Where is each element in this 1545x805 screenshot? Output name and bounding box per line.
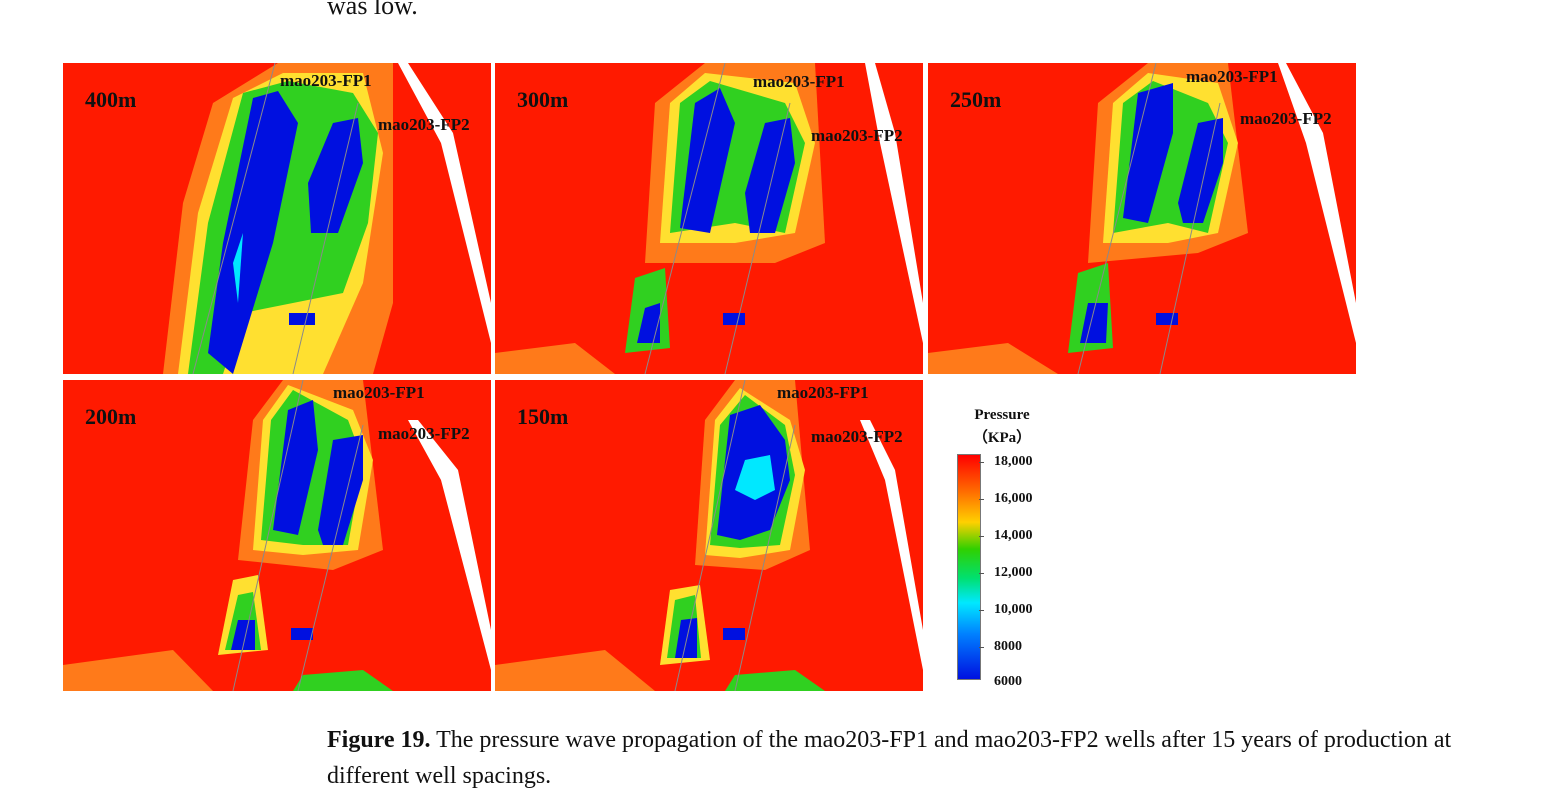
- pressure-map-panel-300m: 300m mao203-FP1 mao203-FP2: [495, 63, 923, 374]
- well-label-fp1: mao203-FP1: [280, 71, 372, 90]
- legend-tick-label: 8000: [994, 639, 1022, 654]
- well-label-fp1: mao203-FP1: [777, 383, 869, 402]
- legend-tick-label: 10,000: [994, 602, 1033, 617]
- well-label-fp2: mao203-FP2: [1240, 109, 1332, 128]
- well-label-fp1: mao203-FP1: [1186, 67, 1278, 86]
- legend-tick-mark: [979, 499, 984, 500]
- well-label-fp2: mao203-FP2: [378, 115, 470, 134]
- well-label-fp2: mao203-FP2: [811, 126, 903, 145]
- legend-tick-label: 6000: [994, 674, 1022, 689]
- well-label-fp2: mao203-FP2: [811, 427, 903, 446]
- pressure-map-panel-200m: 200m mao203-FP1 mao203-FP2: [63, 380, 491, 691]
- pressure-map-panel-150m: 150m mao203-FP1 mao203-FP2: [495, 380, 923, 691]
- well-label-fp2: mao203-FP2: [378, 424, 470, 443]
- well-label-fp1: mao203-FP1: [753, 72, 845, 91]
- figure-caption: Figure 19. The pressure wave propagation…: [327, 722, 1497, 794]
- panel-spacing-label: 200m: [85, 404, 137, 429]
- legend-title: Pressure: [974, 407, 1030, 423]
- legend-tick-mark: [979, 536, 984, 537]
- legend-unit: （KPa）: [972, 430, 1032, 446]
- legend-tick-mark: [979, 647, 984, 648]
- well-label-fp1: mao203-FP1: [333, 383, 425, 402]
- panel-spacing-label: 400m: [85, 87, 137, 112]
- body-text-fragment: was low.: [327, 0, 418, 20]
- legend-tick-label: 14,000: [994, 528, 1033, 543]
- legend-tick-label: 12,000: [994, 565, 1033, 580]
- figure-label: Figure 19.: [327, 727, 431, 753]
- legend-tick-mark: [979, 610, 984, 611]
- legend-tick-mark: [979, 462, 984, 463]
- pressure-colorbar: [957, 454, 981, 680]
- panel-spacing-label: 300m: [517, 87, 569, 112]
- caption-text: The pressure wave propagation of the mao…: [327, 727, 1452, 789]
- panel-spacing-label: 250m: [950, 87, 1002, 112]
- pressure-map-panel-250m: 250m mao203-FP1 mao203-FP2: [928, 63, 1356, 374]
- legend-tick-label: 18,000: [994, 454, 1033, 469]
- pressure-map-panel-400m: 400m mao203-FP1 mao203-FP2: [63, 63, 491, 374]
- legend-tick-mark: [979, 573, 984, 574]
- legend-tick-label: 16,000: [994, 491, 1033, 506]
- panel-spacing-label: 150m: [517, 404, 569, 429]
